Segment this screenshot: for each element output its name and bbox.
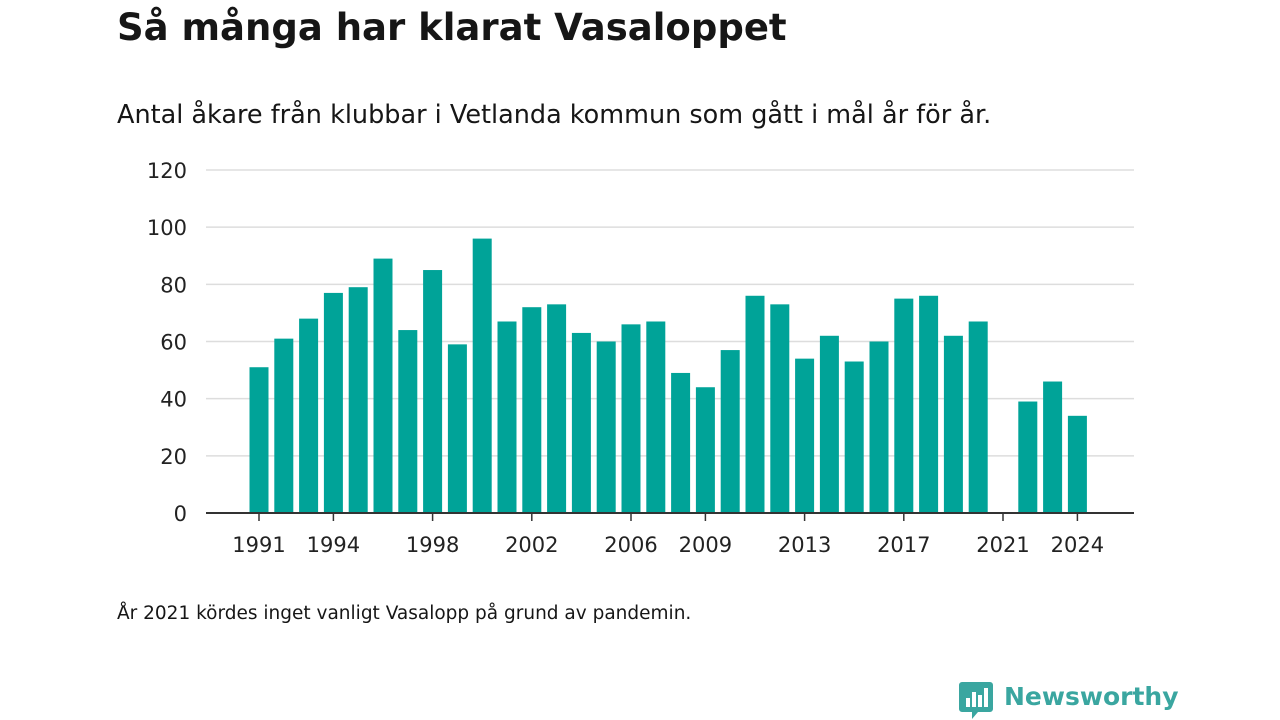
bar-2003	[547, 304, 567, 513]
y-tick-label: 40	[160, 388, 187, 412]
x-tick-label: 2021	[976, 533, 1029, 557]
x-tick-label: 2017	[877, 533, 930, 557]
bar-2018	[919, 295, 939, 513]
bar-2006	[621, 324, 641, 513]
bar-2005	[596, 341, 616, 513]
bar-2011	[745, 295, 765, 513]
bar-1996	[373, 258, 393, 513]
x-tick-label: 1991	[232, 533, 285, 557]
bar-1991	[249, 367, 269, 513]
bar-2024	[1067, 415, 1087, 513]
y-tick-label: 20	[160, 445, 187, 469]
bar-2001	[497, 321, 517, 513]
x-tick-label: 1994	[307, 533, 360, 557]
bar-2016	[869, 341, 889, 513]
bar-2013	[795, 358, 815, 513]
x-tick-label: 2009	[679, 533, 732, 557]
y-tick-label: 100	[147, 216, 187, 240]
bar-1993	[299, 318, 319, 513]
x-tick-label: 1998	[406, 533, 459, 557]
bar-2020	[968, 321, 988, 513]
chart-subtitle: Antal åkare från klubbar i Vetlanda komm…	[117, 100, 992, 130]
bar-2008	[671, 372, 691, 513]
bar-2009	[695, 387, 715, 513]
bar-2004	[571, 332, 591, 513]
newsworthy-logo: Newsworthy	[958, 680, 1179, 720]
bar-2012	[770, 304, 790, 513]
bar-1995	[348, 287, 368, 513]
bar-2010	[720, 350, 740, 513]
newsworthy-logo-icon	[959, 682, 993, 719]
bar-2017	[894, 298, 914, 513]
bar-2000	[472, 238, 492, 513]
y-tick-label: 120	[147, 159, 187, 183]
bar-1997	[398, 330, 418, 513]
bar-chart: 0 20 40 60 80 100 120 1991 1994 1998 2002 2006 2009 2…	[147, 159, 1134, 557]
y-tick-label: 60	[160, 331, 187, 355]
bar-2002	[522, 307, 542, 513]
bar-2014	[819, 335, 839, 513]
x-tick-label: 2024	[1051, 533, 1104, 557]
bar-1992	[274, 338, 294, 513]
x-tick-label: 2006	[604, 533, 657, 557]
bar-1999	[447, 344, 467, 513]
brand-name: Newsworthy	[1004, 682, 1179, 711]
bar-1994	[323, 292, 343, 513]
bar-2023	[1043, 381, 1063, 513]
chart-title: Så många har klarat Vasaloppet	[117, 6, 787, 49]
bar-1998	[423, 270, 443, 513]
x-tick-label: 2013	[778, 533, 831, 557]
bar-2022	[1018, 401, 1038, 513]
y-tick-label: 80	[160, 273, 187, 297]
bar-2007	[646, 321, 666, 513]
bar-2015	[844, 361, 864, 513]
bar-2019	[943, 335, 963, 513]
y-tick-label: 0	[174, 502, 187, 526]
chart-footnote: År 2021 kördes inget vanligt Vasalopp på…	[117, 603, 692, 624]
x-tick-label: 2002	[505, 533, 558, 557]
